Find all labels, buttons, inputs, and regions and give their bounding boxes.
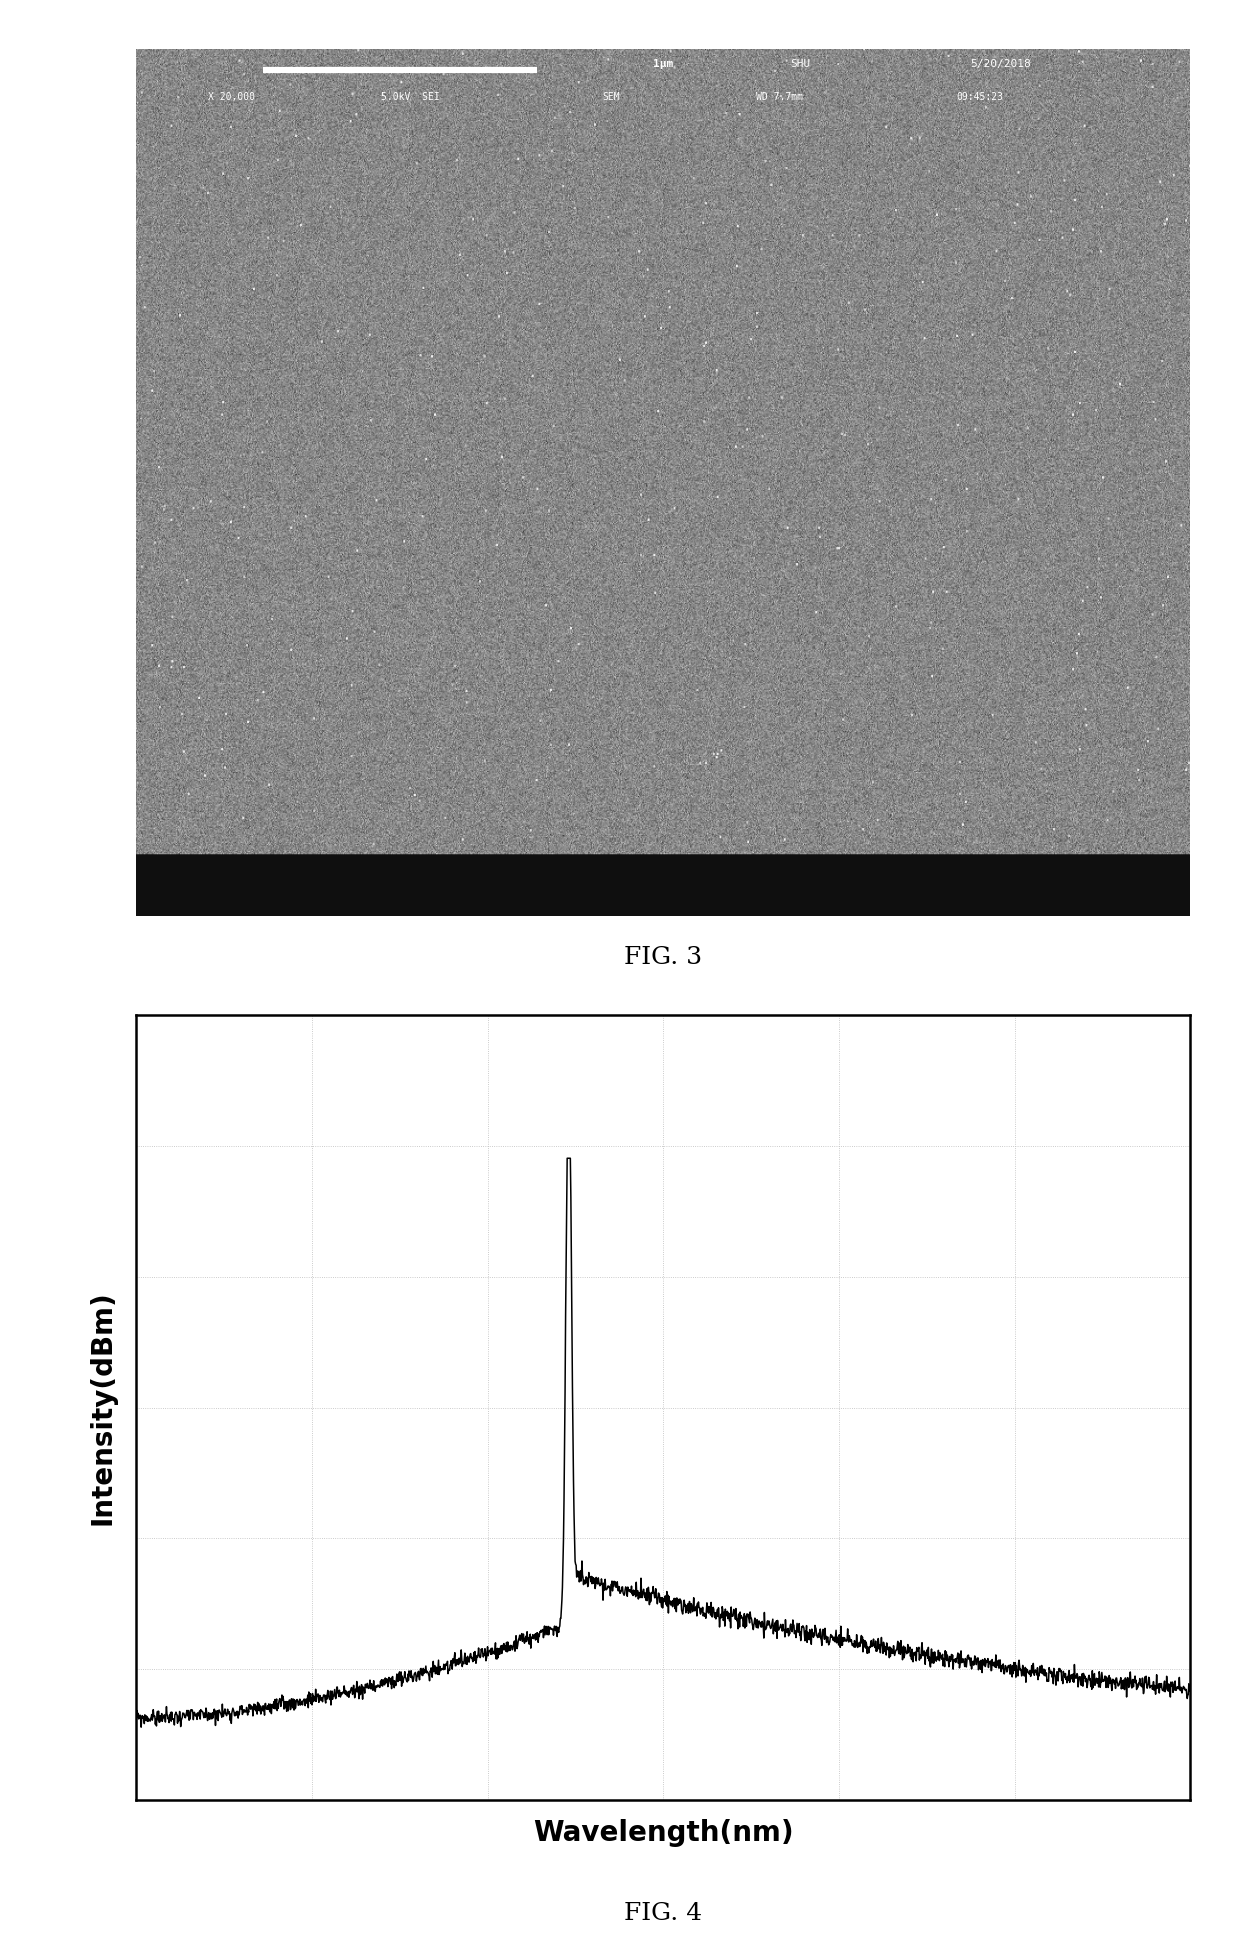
Text: 09:45:23: 09:45:23 <box>956 91 1003 101</box>
Text: FIG. 3: FIG. 3 <box>624 946 703 969</box>
Text: 1μm: 1μm <box>653 58 673 68</box>
Text: 5.0kV  SEI: 5.0kV SEI <box>381 91 440 101</box>
Text: WD 7.7mm: WD 7.7mm <box>756 91 802 101</box>
Text: X 20,000: X 20,000 <box>208 91 254 101</box>
Y-axis label: Intensity(dBm): Intensity(dBm) <box>89 1290 117 1526</box>
X-axis label: Wavelength(nm): Wavelength(nm) <box>533 1820 794 1847</box>
Text: SHU: SHU <box>790 58 811 68</box>
Text: SEM: SEM <box>601 91 620 101</box>
Text: FIG. 4: FIG. 4 <box>624 1901 703 1925</box>
Text: 5/20/2018: 5/20/2018 <box>971 58 1030 68</box>
